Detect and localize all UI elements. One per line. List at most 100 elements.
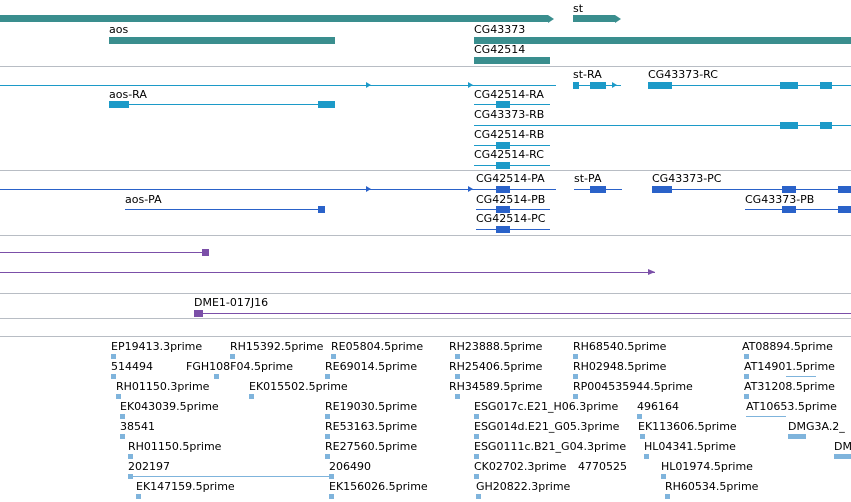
est-label[interactable]: RH68540.5prime [573, 340, 667, 353]
protein-label-cg42514-pa[interactable]: CG42514-PA [476, 172, 545, 185]
transcript-exon[interactable] [820, 122, 832, 129]
est-label[interactable]: RE27560.5prime [325, 440, 418, 453]
protein-exon[interactable] [496, 206, 510, 213]
protein-label-st-pa[interactable]: st-PA [574, 172, 602, 185]
est-label[interactable]: EK015502.5prime [249, 380, 348, 393]
est-label[interactable]: RH02948.5prime [573, 360, 667, 373]
strand-arrow-icon [612, 82, 617, 88]
est-label[interactable]: GH20822.3prime [476, 480, 571, 493]
est-label[interactable]: RE69014.5prime [325, 360, 418, 373]
transcript-line [474, 145, 550, 146]
est-label[interactable]: RH23888.5prime [449, 340, 543, 353]
est-label[interactable]: RE05804.5prime [331, 340, 424, 353]
transcript-exon[interactable] [573, 82, 579, 89]
est-mark [474, 434, 479, 439]
transcript-exon[interactable] [109, 101, 129, 108]
protein-exon[interactable] [782, 186, 796, 193]
est-label[interactable]: 514494 [111, 360, 153, 373]
transcript-label-aos-ra[interactable]: aos-RA [109, 88, 147, 101]
track-divider [0, 235, 851, 236]
gene-label-cg43373[interactable]: CG43373 [474, 23, 526, 36]
protein-label-aos-pa[interactable]: aos-PA [125, 193, 162, 206]
gene-bar-cg42514[interactable] [474, 57, 550, 64]
est-label[interactable]: CK02702.3prime [474, 460, 567, 473]
est-label[interactable]: 4770525 [578, 460, 627, 473]
transcript-label-cg43373-rc[interactable]: CG43373-RC [648, 68, 718, 81]
gene-bar-st[interactable] [573, 15, 615, 22]
protein-label-cg43373-pb[interactable]: CG43373-PB [745, 193, 815, 206]
est-label[interactable]: HL04341.5prime [644, 440, 736, 453]
est-label[interactable]: RH25406.5prime [449, 360, 543, 373]
alignment-line[interactable] [0, 252, 208, 253]
transcript-exon[interactable] [820, 82, 832, 89]
transcript-label-cg42514-rb[interactable]: CG42514-RB [474, 128, 545, 141]
transcript-label-cg43373-rb[interactable]: CG43373-RB [474, 108, 545, 121]
clone-label[interactable]: DME1-017J16 [194, 296, 269, 309]
protein-exon[interactable] [652, 186, 672, 193]
est-label[interactable]: RH15392.5prime [230, 340, 324, 353]
est-label[interactable]: 496164 [637, 400, 679, 413]
est-mark [640, 434, 645, 439]
protein-exon[interactable] [782, 206, 796, 213]
est-line [133, 476, 331, 477]
gene-label-st[interactable]: st [573, 2, 584, 15]
est-label[interactable]: AT31208.5prime [744, 380, 835, 393]
est-label[interactable]: EK156026.5prime [329, 480, 428, 493]
transcript-exon[interactable] [496, 142, 510, 149]
est-label[interactable]: AT10653.5prime [746, 400, 837, 413]
protein-label-cg42514-pb[interactable]: CG42514-PB [476, 193, 546, 206]
est-label[interactable]: RE53163.5prime [325, 420, 418, 433]
gene-label-aos[interactable]: aos [109, 23, 129, 36]
est-mark [644, 454, 649, 459]
transcript-exon[interactable] [590, 82, 606, 89]
protein-exon[interactable] [838, 186, 851, 193]
gene-label-cg42514[interactable]: CG42514 [474, 43, 526, 56]
protein-exon[interactable] [496, 226, 510, 233]
est-mark [573, 354, 578, 359]
protein-exon[interactable] [318, 206, 325, 213]
alignment-line[interactable] [0, 272, 655, 273]
est-label[interactable]: ESG017c.E21_H06.3prime [474, 400, 619, 413]
est-label[interactable]: EK043039.5prime [120, 400, 219, 413]
est-label[interactable]: RP004535944.5prime [573, 380, 693, 393]
transcript-label-cg42514-ra[interactable]: CG42514-RA [474, 88, 544, 101]
est-label[interactable]: ESG0111c.B21_G04.3prime [474, 440, 627, 453]
transcript-label-st-ra[interactable]: st-RA [573, 68, 602, 81]
protein-exon[interactable] [838, 206, 851, 213]
est-label[interactable]: RH60534.5prime [665, 480, 759, 493]
protein-label-cg42514-pc[interactable]: CG42514-PC [476, 212, 546, 225]
gene-bar-left[interactable] [0, 15, 548, 22]
est-label[interactable]: DM [834, 440, 851, 453]
strand-arrow-icon [366, 82, 371, 88]
est-label[interactable]: RE19030.5prime [325, 400, 418, 413]
clone-line[interactable] [194, 313, 851, 314]
gene-bar-aos[interactable] [109, 37, 335, 44]
est-label[interactable]: AT14901.5prime [744, 360, 835, 373]
transcript-exon[interactable] [780, 82, 798, 89]
est-label[interactable]: EK147159.5prime [136, 480, 235, 493]
est-label[interactable]: 206490 [329, 460, 371, 473]
transcript-exon[interactable] [318, 101, 335, 108]
est-label[interactable]: ESG014d.E21_G05.3prime [474, 420, 620, 433]
est-label[interactable]: 38541 [120, 420, 155, 433]
transcript-exon[interactable] [780, 122, 798, 129]
est-label[interactable]: FGH108F04.5prime [186, 360, 293, 373]
gene-bar-cg43373[interactable] [474, 37, 851, 44]
protein-label-cg43373-pc[interactable]: CG43373-PC [652, 172, 722, 185]
est-label[interactable]: EK113606.5prime [638, 420, 737, 433]
est-label[interactable]: 202197 [128, 460, 170, 473]
transcript-label-cg42514-rc[interactable]: CG42514-RC [474, 148, 544, 161]
transcript-exon[interactable] [496, 101, 510, 108]
est-label[interactable]: DMG3A.2_ [788, 420, 845, 433]
est-line [746, 416, 786, 417]
protein-exon[interactable] [590, 186, 606, 193]
est-label[interactable]: RH01150.3prime [116, 380, 210, 393]
transcript-exon[interactable] [648, 82, 672, 89]
est-label[interactable]: RH34589.5prime [449, 380, 543, 393]
protein-exon[interactable] [496, 186, 510, 193]
est-label[interactable]: AT08894.5prime [742, 340, 833, 353]
est-label[interactable]: EP19413.3prime [111, 340, 203, 353]
est-label[interactable]: RH01150.5prime [128, 440, 222, 453]
transcript-exon[interactable] [496, 162, 510, 169]
est-label[interactable]: HL01974.5prime [661, 460, 753, 473]
